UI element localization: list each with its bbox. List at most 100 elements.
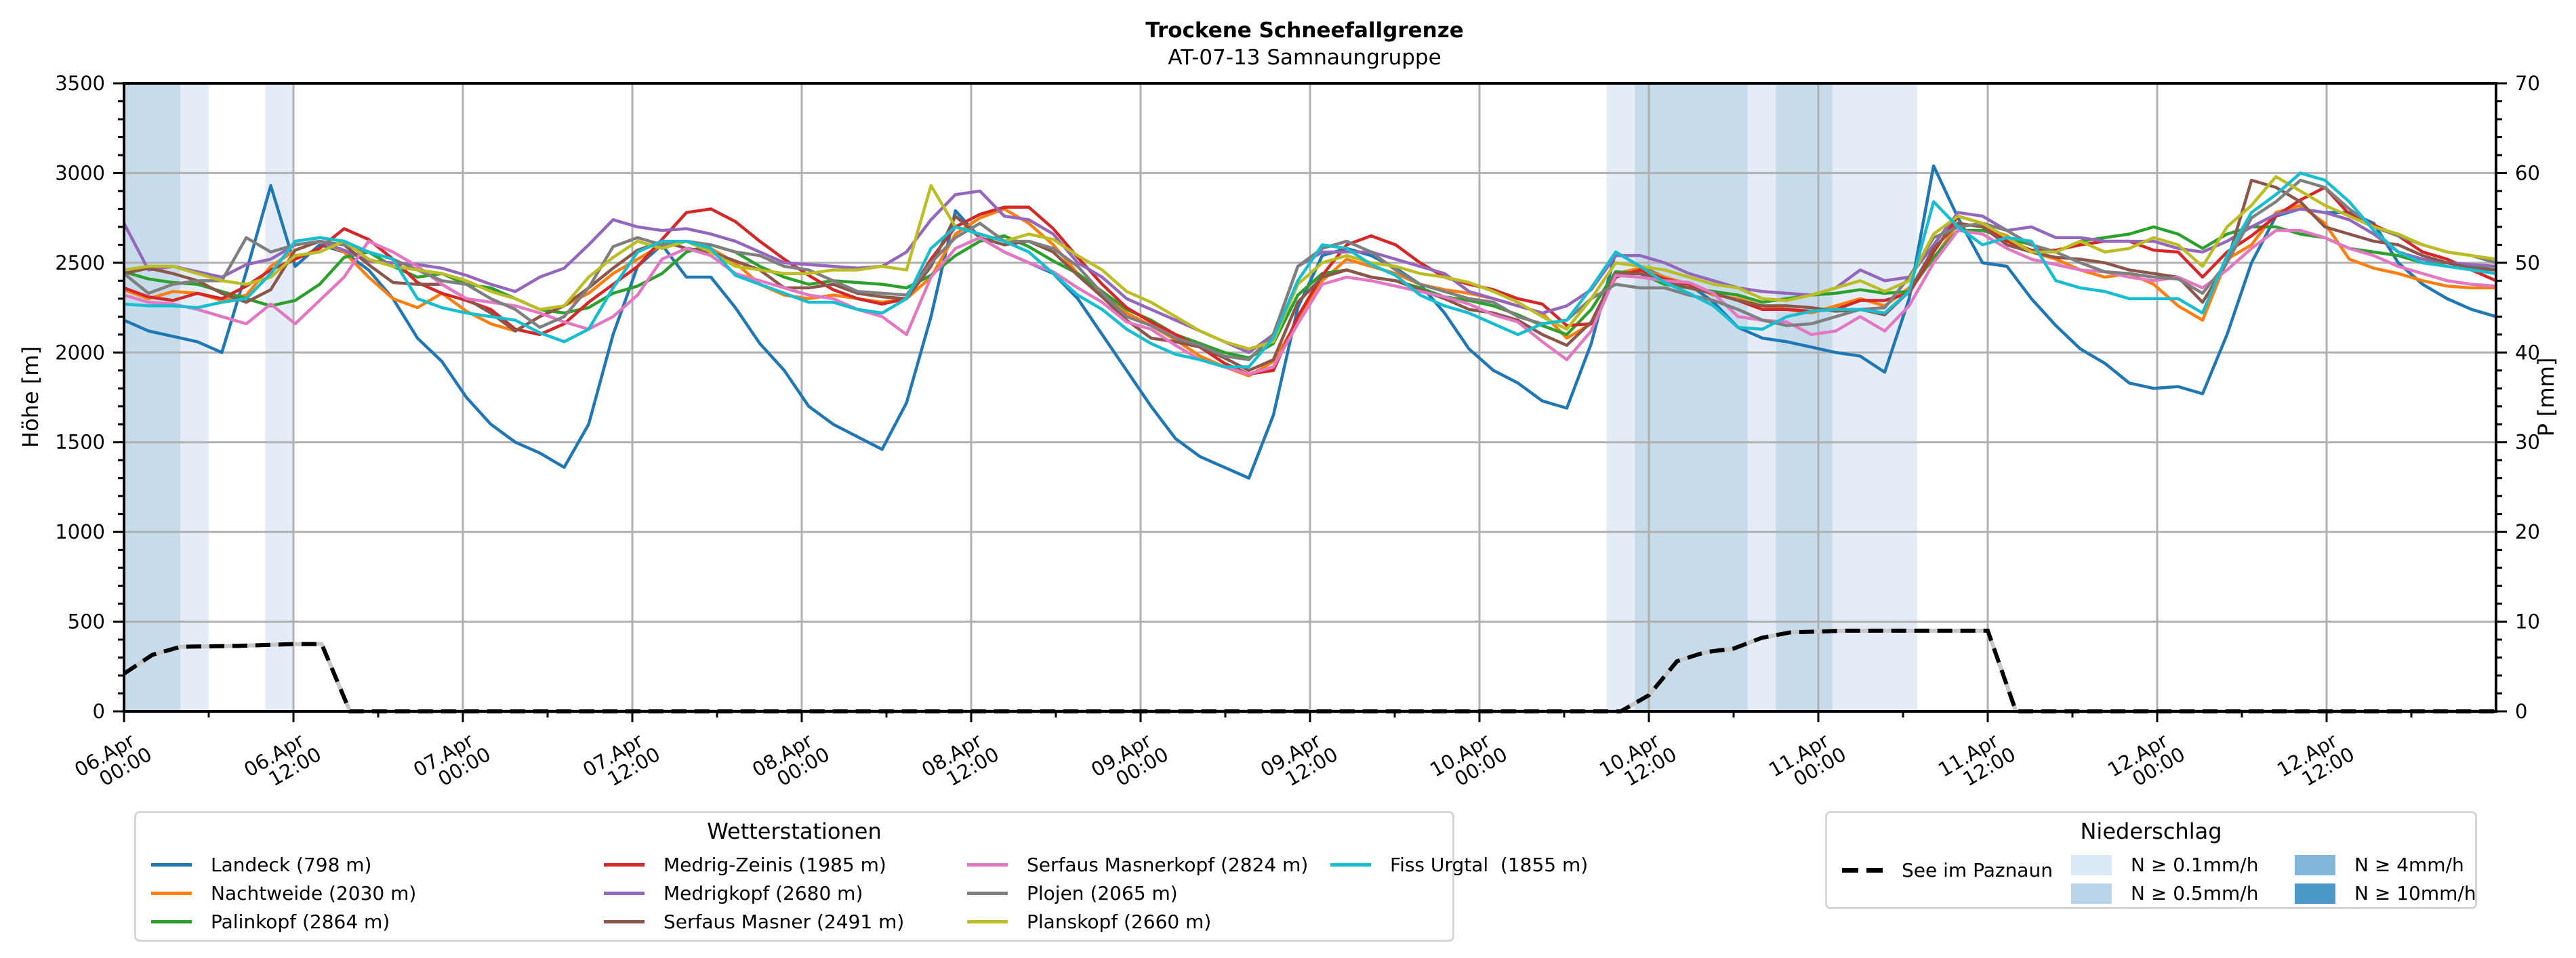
legend-entry-station: Serfaus Masner (2491 m)	[604, 911, 904, 933]
axes: 0 500 1000 1500 2000 2500 3000 3500 0 10 20 30 40 50 6…	[55, 72, 2540, 791]
y2-tick-label: 70	[2515, 72, 2540, 95]
legend-entry-station: Palinkopf (2864 m)	[151, 911, 390, 933]
y-tick-label: 2000	[55, 341, 105, 364]
legend-entry-label: Medrig-Zeinis (1985 m)	[663, 854, 886, 876]
chart-title: Trockene Schneefallgrenze	[1145, 18, 1464, 43]
series-line	[123, 171, 2497, 369]
line-swatch	[1330, 863, 1371, 867]
line-swatch	[604, 920, 645, 923]
precip-band	[1606, 83, 1635, 711]
color-patch	[2295, 854, 2335, 875]
legend-entry-station: Landeck (798 m)	[151, 854, 371, 876]
legend-entry-label: See im Paznaun	[1902, 859, 2053, 881]
legend-entry-label: Planskopf (2660 m)	[1027, 911, 1212, 933]
color-patch	[2071, 854, 2112, 875]
legend-entry-precip: N ≥ 4mm/h	[2295, 854, 2464, 876]
y-tick-label: 3500	[55, 72, 105, 95]
line-swatch	[151, 863, 192, 867]
precip-band	[1776, 83, 1833, 711]
y-tick-label: 2500	[55, 251, 105, 274]
grid	[123, 82, 2496, 713]
precip-band	[1832, 83, 1917, 711]
legend-entry-label: N ≥ 10mm/h	[2354, 882, 2476, 904]
legend-entry-station: Medrig-Zeinis (1985 m)	[604, 854, 886, 876]
legend-precip: Niederschlag See im Paznaun N ≥ 0.1mm/h N…	[1825, 811, 2477, 909]
legend-entry-precip: N ≥ 10mm/h	[2295, 882, 2476, 904]
legend-entry-label: Palinkopf (2864 m)	[211, 911, 390, 933]
precip-band	[180, 83, 209, 711]
legend-entry-label: Medrigkopf (2680 m)	[663, 882, 863, 904]
legend-entry-label: Serfaus Masner (2491 m)	[663, 911, 905, 933]
y-tick-label: 0	[93, 700, 105, 723]
legend-entry-label: Landeck (798 m)	[211, 854, 372, 876]
series-line	[123, 164, 2497, 480]
legend-entry-station: Fiss Urgtal (1855 m)	[1330, 854, 1588, 876]
legend-entry-station: Nachtweide (2030 m)	[151, 882, 416, 904]
legend-stations: Wetterstationen Landeck (798 m) Nachtweid…	[134, 811, 1588, 942]
y2-tick-label: 50	[2515, 251, 2540, 274]
line-swatch	[967, 920, 1008, 923]
chart-subtitle: AT-07-13 Samnaungruppe	[1168, 45, 1441, 70]
line-swatch	[151, 892, 192, 895]
line-swatch	[967, 892, 1008, 895]
secondary-series	[123, 628, 2496, 713]
y2-tick-label: 10	[2515, 610, 2540, 633]
line-swatch	[967, 863, 1008, 867]
legend-entry-label: Fiss Urgtal (1855 m)	[1390, 854, 1589, 876]
precip-band	[1747, 83, 1776, 711]
legend-entry-label: Plojen (2065 m)	[1027, 882, 1178, 904]
legend-stations-title: Wetterstationen	[707, 818, 882, 844]
legend-entry-station: Planskopf (2660 m)	[967, 911, 1211, 933]
secondary-line	[123, 628, 2496, 713]
color-patch	[2295, 883, 2335, 904]
y2-axis-label: P [mm]	[2533, 358, 2559, 437]
precip-band	[265, 83, 293, 711]
color-patch	[2071, 883, 2112, 904]
legend-entry-label: N ≥ 4mm/h	[2354, 854, 2464, 876]
line-swatch	[151, 920, 192, 923]
series-line	[123, 175, 2497, 351]
series-line	[123, 178, 2497, 362]
dashed-line-swatch	[1842, 868, 1883, 873]
y2-tick-label: 40	[2515, 341, 2540, 364]
y-tick-label: 1000	[55, 520, 105, 543]
y2-tick-label: 30	[2515, 431, 2540, 454]
legend-entry-station: Serfaus Masnerkopf (2824 m)	[967, 854, 1308, 876]
legend-entry-precip: N ≥ 0.5mm/h	[2071, 882, 2258, 904]
line-swatch	[604, 863, 645, 867]
legend-entry-label: N ≥ 0.1mm/h	[2131, 854, 2259, 876]
legend-entry-see-im-paznaun: See im Paznaun	[1842, 859, 2053, 881]
legend-entry-label: Serfaus Masnerkopf (2824 m)	[1027, 854, 1309, 876]
series-lines	[123, 164, 2497, 480]
precip-band	[124, 83, 181, 711]
legend-entry-station: Plojen (2065 m)	[967, 882, 1178, 904]
y2-tick-label: 20	[2515, 520, 2540, 543]
y-tick-label: 500	[68, 610, 105, 633]
y2-tick-label: 0	[2515, 700, 2527, 723]
legend-entry-precip: N ≥ 0.1mm/h	[2071, 854, 2258, 876]
y-axis-label: Höhe [m]	[18, 346, 43, 448]
series-line	[123, 178, 2497, 373]
y2-tick-label: 60	[2515, 161, 2540, 184]
line-swatch	[604, 892, 645, 895]
y-tick-label: 1500	[55, 431, 105, 454]
legend-entry-station: Medrigkopf (2680 m)	[604, 882, 863, 904]
legend-precip-title: Niederschlag	[2080, 818, 2222, 844]
legend-entry-label: Nachtweide (2030 m)	[211, 882, 417, 904]
precip-band	[1635, 83, 1748, 711]
